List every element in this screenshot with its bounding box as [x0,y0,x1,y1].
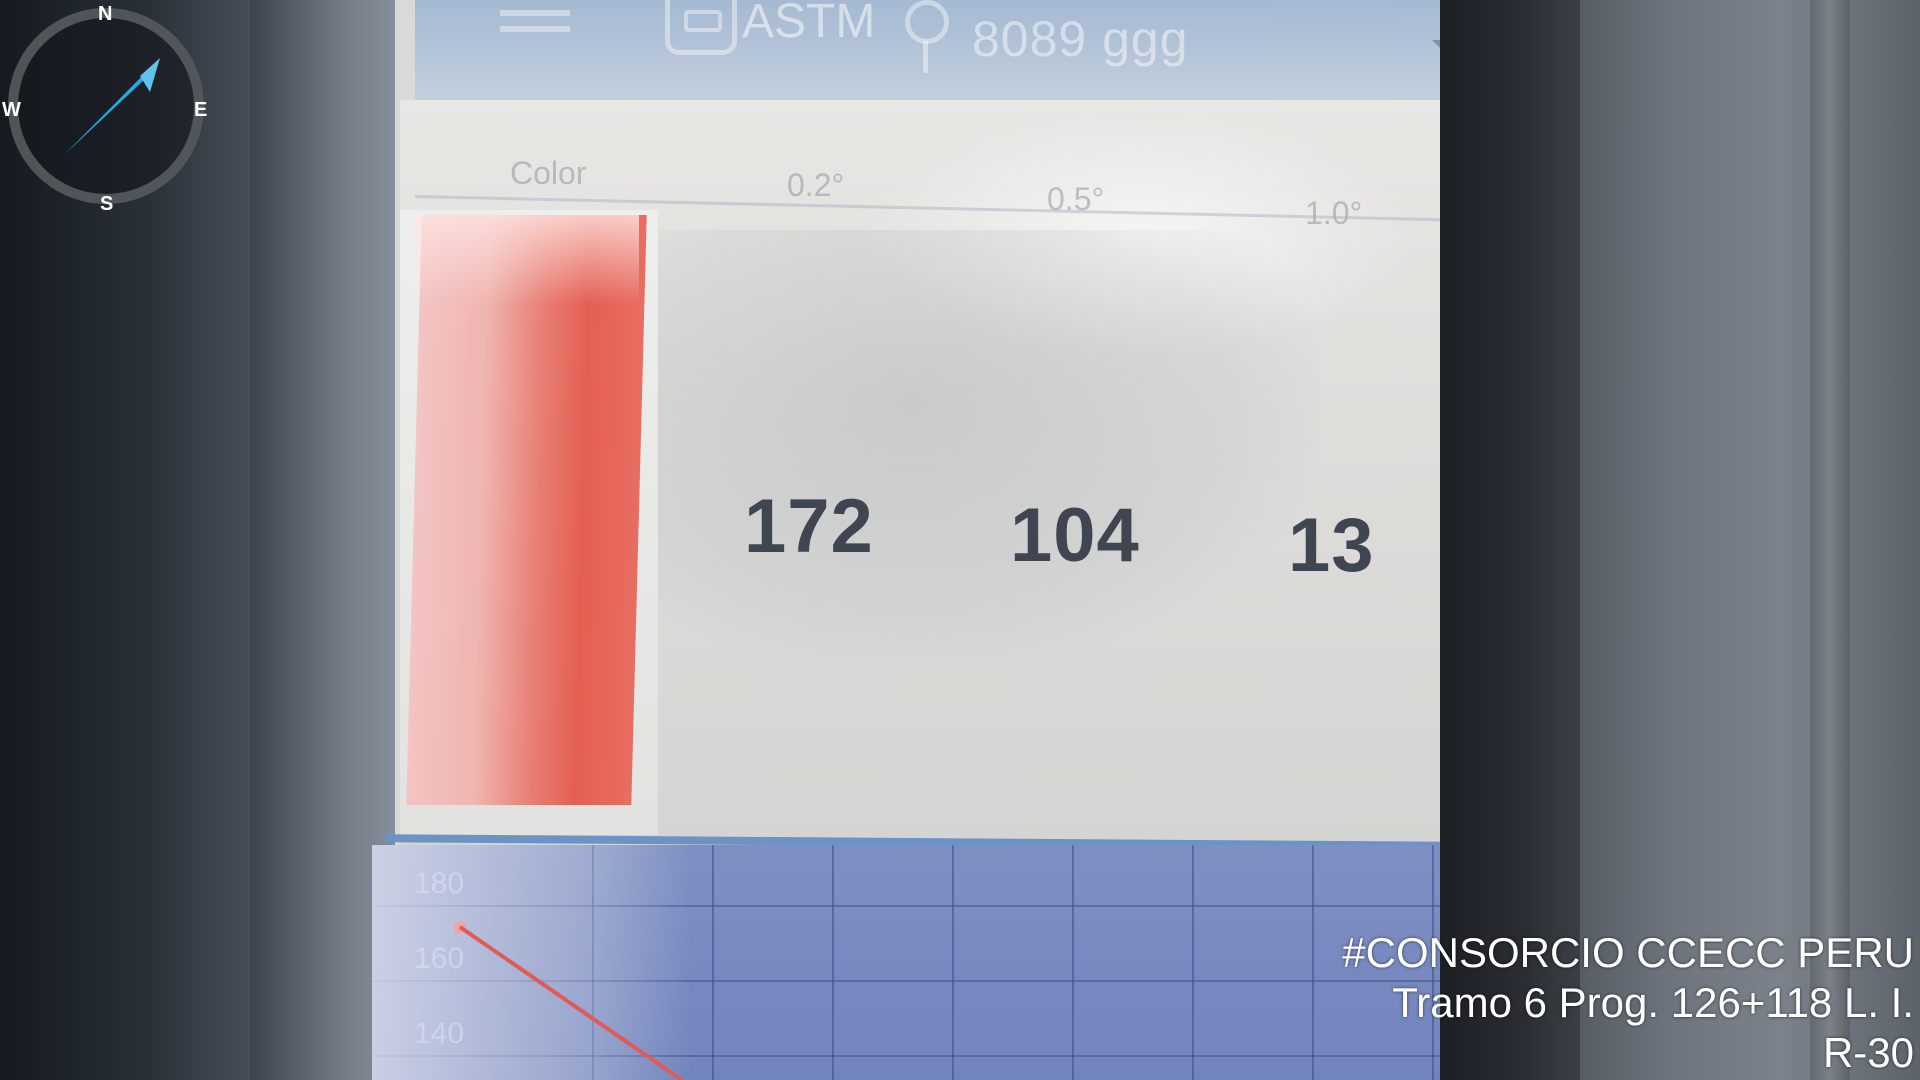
value-0-2: 172 [744,484,874,569]
compass-needle-icon [64,58,160,155]
y-tick-label: 180 [414,867,465,900]
location-caption: #CONSORCIO CCECC PERU Tramo 6 Prog. 126+… [1342,928,1914,1078]
menu-icon[interactable] [500,10,570,32]
compass-east-label: E [194,99,208,121]
column-header-1-0: 1.0° [1305,195,1363,231]
compass-overlay: N S W E [0,0,215,215]
grid-line [832,845,834,1080]
standard-label: ASTM [742,0,876,48]
shadow [640,230,1320,660]
compass-ring [8,8,204,204]
grid-line [1192,845,1194,1080]
device-icon [665,0,737,55]
grid-line [1312,845,1314,1080]
caption-line-3: R-30 [1822,1029,1914,1076]
caption-line-1: #CONSORCIO CCECC PERU [1342,929,1914,976]
y-tick-label: 160 [414,942,465,975]
grid-line [1072,845,1074,1080]
glare [372,845,692,1080]
grid-line [952,845,954,1080]
column-header-0-2: 0.2° [787,167,845,203]
serial-label: 8089 ggg [972,11,1189,67]
graph-line [458,925,684,1080]
device-housing-groove [1810,0,1850,1080]
location-pin-icon [905,0,949,73]
compass-north-label: N [98,3,113,25]
grid-line [372,905,1445,907]
grid-line [1432,845,1434,1080]
caption-line-2: Tramo 6 Prog. 126+118 L. I. [1392,979,1914,1026]
grid-line [712,845,714,1080]
value-0-5: 104 [1010,493,1140,578]
value-1-0: 13 [1288,503,1375,588]
device-bezel-right [1440,0,1580,1080]
compass-south-label: S [100,193,114,215]
y-tick-label: 140 [414,1017,465,1050]
graph-plot [454,921,684,1080]
grid-line [372,1055,1445,1057]
grid-line [372,980,1445,982]
compass-west-label: W [2,99,21,121]
swatch-glare [414,215,639,305]
glare [860,110,1420,360]
column-header-color: Color [510,155,587,191]
device-housing-right [1570,0,1920,1080]
trend-graph: 180 160 140 [372,845,1445,1080]
